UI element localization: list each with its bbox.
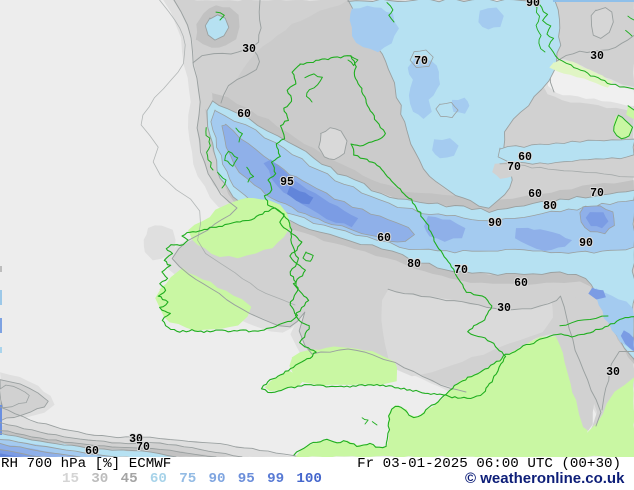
svg-text:90: 90 (526, 0, 540, 10)
svg-text:30: 30 (590, 50, 604, 63)
svg-text:70: 70 (590, 187, 604, 200)
svg-text:60: 60 (237, 108, 251, 121)
svg-text:90: 90 (488, 217, 502, 230)
svg-text:80: 80 (407, 258, 421, 271)
svg-text:30: 30 (242, 43, 256, 56)
svg-text:95: 95 (280, 176, 294, 189)
svg-text:60: 60 (514, 277, 528, 290)
svg-text:30: 30 (606, 366, 620, 379)
svg-text:70: 70 (507, 161, 521, 174)
svg-text:30: 30 (129, 433, 143, 446)
svg-text:60: 60 (85, 445, 99, 457)
svg-text:60: 60 (528, 188, 542, 201)
svg-text:60: 60 (518, 151, 532, 164)
svg-text:90: 90 (579, 237, 593, 250)
svg-text:70: 70 (136, 441, 150, 454)
svg-text:60: 60 (377, 232, 391, 245)
svg-text:70: 70 (414, 55, 428, 68)
svg-text:70: 70 (454, 264, 468, 277)
svg-text:80: 80 (543, 200, 557, 213)
svg-text:30: 30 (497, 302, 511, 315)
